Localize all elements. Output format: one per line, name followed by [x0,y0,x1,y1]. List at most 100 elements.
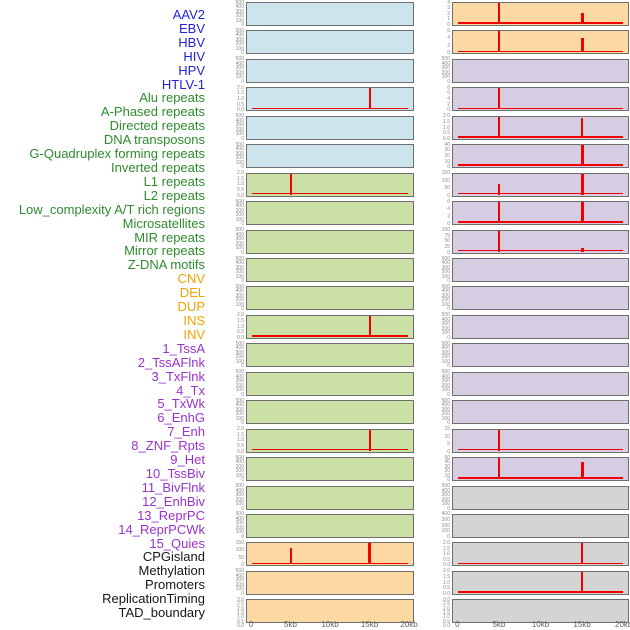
peak-marker [368,429,371,451]
density-panel [452,201,629,226]
y-tick-label: 400 [441,60,450,67]
y-axis-ticks: 15 10 5 0 [416,426,450,454]
y-tick-label: 100 [235,529,244,536]
density-panel [452,2,629,26]
y-axis-ticks: 500 400 300 200 100 0 [416,313,450,341]
y-tick-label: 200 [235,411,244,418]
y-tick-label: 100 [441,387,450,394]
y-tick-label: 100 [235,387,244,394]
y-tick-label: 300 [235,349,244,356]
density-panel [246,457,414,481]
y-tick-label: 0 [241,278,244,285]
y-axis-ticks: 500 400 300 200 100 0 [210,512,244,540]
y-tick-label: 300 [235,292,244,299]
feature-label: HBV [178,34,205,50]
density-panel [246,201,414,226]
y-tick-label: 500 [235,56,244,63]
feature-label: Methylation [138,563,205,579]
y-tick-label: 100 [235,547,244,554]
y-tick-label: 1 [447,16,450,23]
y-tick-label: 50 [444,185,450,192]
feature-label: 10_TssBiv [145,465,205,481]
density-panel [246,343,414,368]
y-tick-label: 0 [447,50,450,57]
density-panel [246,30,414,55]
feature-label: TAD_boundary [118,605,205,620]
y-axis-ticks: 500 400 300 200 100 0 [416,256,450,284]
density-panel [246,229,414,254]
density-baseline [458,22,623,24]
feature-label: 4_Tx [176,382,205,398]
y-tick-label: 0 [241,391,244,398]
density-baseline [458,477,623,479]
y-tick-label: 1.5 [237,609,244,616]
y-axis-ticks: 2.0 1.5 1.0 0.5 0.0 [210,84,244,113]
y-tick-label: 100 [441,528,450,535]
feature-label: L2 repeats [143,187,205,203]
y-tick-label: 1.5 [443,573,450,580]
y-tick-label: 1.0 [237,437,244,444]
y-tick-label: 200 [235,354,244,361]
y-tick-label: 500 [235,397,244,404]
y-tick-label: 10 [444,158,450,165]
density-panel [246,314,414,339]
feature-label: 11_BivFlnk [141,479,205,495]
feature-label: 1_TssA [162,340,205,356]
y-tick-label: 500 [235,369,244,376]
feature-label: INV [183,326,205,342]
y-axis-ticks: 2.0 1.5 1.0 0.5 0.0 [210,426,244,454]
y-tick-label: 400 [235,260,244,267]
y-tick-label: 500 [441,397,450,404]
peak-marker [497,3,500,24]
feature-label: HIV [183,48,205,64]
y-tick-label: 0 [241,249,244,256]
density-baseline [458,448,623,451]
y-tick-label: 300 [235,378,244,385]
y-tick-label: 0 [241,164,244,171]
y-axis-ticks: 2.0 1.5 1.0 0.5 0.0 [416,569,450,597]
y-tick-label: 200 [441,522,450,529]
y-tick-label: 100 [441,227,450,233]
y-tick-label: 1.5 [237,90,244,97]
y-tick-label: 2.0 [237,312,244,319]
y-tick-label: 0.0 [237,192,244,199]
y-tick-label: 300 [235,122,244,129]
y-tick-label: 2 [447,101,450,108]
feature-label: INS [183,313,205,328]
y-tick-label: 2.5 [237,601,244,608]
feature-label: DUP [177,299,205,314]
density-baseline [251,448,408,451]
y-tick-label: 200 [441,297,450,304]
y-tick-label: 0 [447,78,450,85]
y-tick-label: 100 [441,415,450,422]
y-tick-label: 0 [447,164,450,171]
y-tick-label: 0 [241,505,244,512]
y-tick-label: 200 [235,269,244,276]
y-tick-label: 500 [441,283,450,290]
y-tick-label: 4 [447,0,450,6]
y-tick-label: 1.5 [237,431,244,438]
y-tick-label: 0 [241,477,244,484]
x-tick-label: 5kb [492,620,506,629]
y-tick-label: 500 [235,483,244,489]
y-tick-label: 50 [444,454,450,461]
x-tick-label: 0 [248,620,254,629]
feature-label: AAV2 [172,7,205,22]
y-tick-label: 300 [235,264,244,271]
y-tick-label: 200 [441,69,450,76]
y-tick-label: 200 [235,155,244,162]
y-tick-label: 0 [241,533,244,540]
y-tick-label: 25 [444,243,450,250]
y-tick-label: 2.0 [237,84,244,91]
y-tick-label: 2 [447,10,450,17]
y-tick-label: 0.5 [237,618,244,625]
y-axis-ticks: 3.0 2.5 2.0 1.5 1.0 0.5 0.0 [210,597,244,629]
y-tick-label: 200 [441,496,450,503]
feature-label: Z-DNA motifs [127,257,205,273]
peak-marker [581,571,584,593]
density-panel [452,485,629,510]
y-tick-label: 500 [441,369,450,376]
